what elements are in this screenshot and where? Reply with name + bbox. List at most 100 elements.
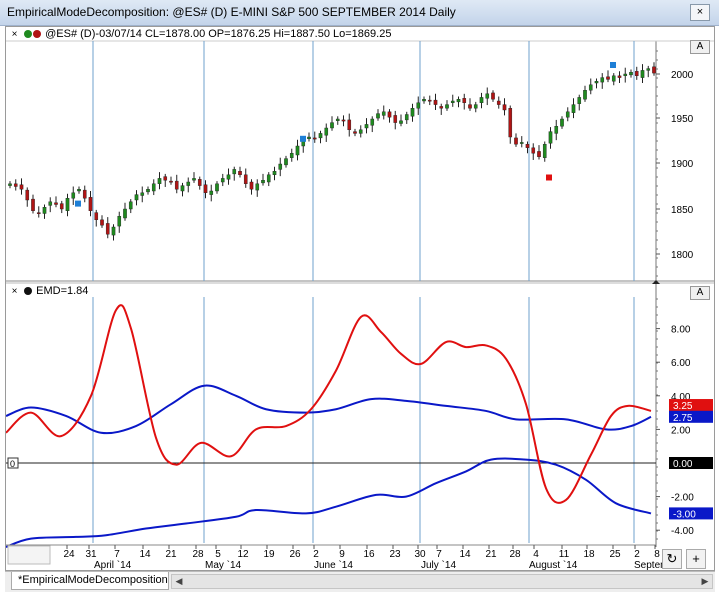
month-label: June `14 xyxy=(314,559,353,570)
candle-body xyxy=(577,97,582,104)
price-data-readout: @ES# (D)-03/07/14 CL=1878.00 OP=1876.25 … xyxy=(45,28,392,40)
day-label: 25 xyxy=(609,549,621,560)
price-pane-header: × @ES# (D)-03/07/14 CL=1878.00 OP=1876.2… xyxy=(8,27,392,41)
day-label: 2 xyxy=(634,549,640,560)
day-label: 21 xyxy=(485,549,497,560)
scroll-left-icon[interactable]: ◀ xyxy=(175,576,183,586)
candle-body xyxy=(192,178,196,181)
candle-body xyxy=(462,98,467,104)
candle-body xyxy=(134,194,139,201)
add-pane-button[interactable]: + xyxy=(686,549,706,569)
candle-body xyxy=(439,106,444,109)
emd-pane-header: × EMD=1.84 xyxy=(8,284,89,298)
title-bar: EmpiricalModeDecomposition: @ES# (D) E-M… xyxy=(0,0,719,26)
up-bar-icon xyxy=(24,30,33,38)
bottom-bar: *EmpiricalModeDecomposition ◀ ▶ xyxy=(5,571,715,592)
candle-body xyxy=(117,215,122,227)
close-window-button[interactable]: × xyxy=(690,4,710,21)
candle-body xyxy=(209,190,214,195)
upper-band-line xyxy=(5,384,652,435)
zero-tag-label: 0 xyxy=(10,459,15,469)
price-autoscale-button[interactable]: A xyxy=(690,40,710,54)
candle-body xyxy=(220,178,225,183)
chart-area[interactable]: 2000 1950 1900 1850 1800 8.00 6.00 4.00 2.00 -2.0… xyxy=(5,26,715,571)
close-pane-icon[interactable]: × xyxy=(11,29,18,40)
day-label: 5 xyxy=(215,549,221,560)
candle-body xyxy=(502,104,507,111)
price-axis-label: 1800 xyxy=(671,250,694,261)
candle-body xyxy=(318,133,323,139)
day-label: 24 xyxy=(63,549,75,560)
candle-body xyxy=(525,143,530,148)
chart-canvas[interactable]: 200019501900185018008.006.004.002.00-2.0… xyxy=(5,27,714,571)
candle-body xyxy=(226,174,231,180)
emd-readout: EMD=1.84 xyxy=(36,285,89,297)
close-emd-pane-icon[interactable]: × xyxy=(11,286,18,297)
refresh-button[interactable]: ↻ xyxy=(662,549,682,569)
price-axis-label: 1900 xyxy=(671,159,694,170)
candle-body xyxy=(485,93,490,99)
candle-body xyxy=(8,183,12,186)
emd-axis-label: -4.00 xyxy=(671,526,694,537)
candle-body xyxy=(629,72,633,76)
candle-body xyxy=(163,176,168,181)
candle-body xyxy=(295,145,300,156)
candle-body xyxy=(456,98,461,103)
candle-body xyxy=(203,184,208,193)
down-bar-icon xyxy=(33,30,42,38)
day-label: 11 xyxy=(559,549,570,560)
candle-body xyxy=(353,131,357,134)
candle-body xyxy=(42,206,47,214)
candle-body xyxy=(548,131,553,144)
candle-body xyxy=(36,212,41,215)
emd-axis-label: 4.00 xyxy=(671,392,691,403)
candle-body xyxy=(416,102,421,109)
candle-body xyxy=(617,75,622,78)
candle-body xyxy=(330,122,334,129)
upper-value-tag: 2.75 xyxy=(673,413,693,424)
candle-body xyxy=(146,188,150,193)
day-label: 23 xyxy=(389,549,401,560)
candle-body xyxy=(560,118,564,127)
candle-body xyxy=(238,170,242,175)
signal-marker xyxy=(300,135,306,142)
candle-body xyxy=(169,180,173,183)
candle-body xyxy=(307,136,311,139)
candle-body xyxy=(473,104,478,109)
candle-body xyxy=(31,198,35,212)
emd-value-tag: 3.25 xyxy=(673,401,693,412)
candle-body xyxy=(514,137,518,145)
day-label: 7 xyxy=(114,549,120,560)
candle-body xyxy=(387,111,392,118)
candle-body xyxy=(48,201,53,206)
day-label: 12 xyxy=(237,549,249,560)
candle-body xyxy=(347,119,352,131)
candle-body xyxy=(25,189,30,201)
scroll-right-icon[interactable]: ▶ xyxy=(701,576,709,586)
candle-body xyxy=(606,76,610,80)
emd-autoscale-button[interactable]: A xyxy=(690,286,710,300)
candle-body xyxy=(381,111,386,116)
day-label: 4 xyxy=(533,549,539,560)
day-label: 21 xyxy=(165,549,177,560)
candle-body xyxy=(364,124,369,129)
signal-marker xyxy=(75,200,81,207)
candle-body xyxy=(427,99,432,102)
zero-value-tag-box xyxy=(669,457,713,469)
candle-body xyxy=(537,151,541,158)
candle-body xyxy=(111,226,116,236)
workspace-tab[interactable]: *EmpiricalModeDecomposition xyxy=(11,572,169,590)
time-axis-box xyxy=(7,545,51,565)
candle-body xyxy=(410,107,415,117)
candle-body xyxy=(243,174,248,185)
candle-body xyxy=(19,184,24,190)
candle-body xyxy=(450,100,455,103)
month-label: Septem xyxy=(634,560,668,570)
day-label: 28 xyxy=(509,549,521,560)
candle-body xyxy=(652,66,656,74)
horizontal-scrollbar[interactable]: ◀ ▶ xyxy=(171,574,713,589)
day-label: 7 xyxy=(436,549,442,560)
month-label: April `14 xyxy=(94,559,132,570)
candle-body xyxy=(370,118,375,126)
candle-body xyxy=(278,163,283,170)
